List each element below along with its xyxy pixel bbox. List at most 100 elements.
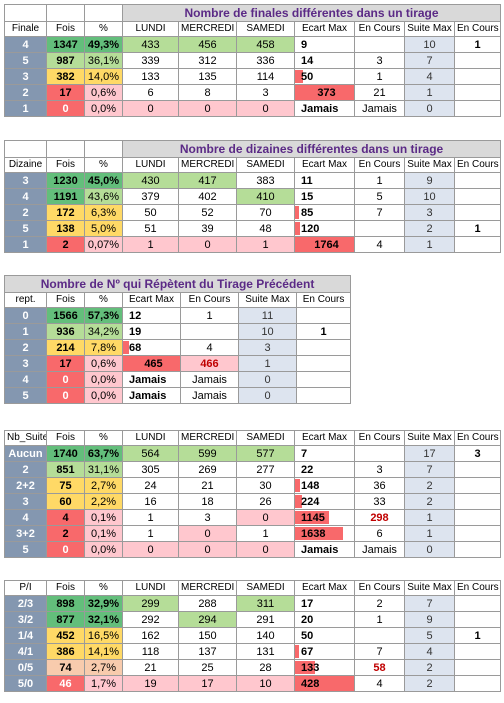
table-row: 0 1566 57,3% 12 1 11 xyxy=(4,307,352,324)
row-label: 3+2 xyxy=(4,525,47,542)
row-label: 4 xyxy=(4,36,47,53)
col-header: Finale xyxy=(4,21,47,37)
col-header: Suite Max xyxy=(404,21,455,37)
en-cours-cell: 36 xyxy=(354,477,405,494)
mercredi-cell: 599 xyxy=(178,445,237,462)
en-cours-suite-cell: 1 xyxy=(453,220,502,237)
ecart-max-cell: 12 xyxy=(122,307,181,324)
fois-cell: 0 xyxy=(46,100,85,117)
col-header: SAMEDI xyxy=(236,157,295,173)
en-cours-suite-cell: 3 xyxy=(454,445,501,462)
suite-max-cell: 0 xyxy=(404,100,455,117)
en-cours-cell: 6 xyxy=(354,525,405,542)
table-row: 5 0 0,0% 0 0 0 Jamais Jamais 0 xyxy=(4,541,501,558)
en-cours-suite-cell xyxy=(454,493,501,510)
lundi-cell: 339 xyxy=(122,52,179,69)
row-label: 4 xyxy=(4,188,47,205)
row-label: 2 xyxy=(4,461,47,478)
suite-max-cell: 2 xyxy=(404,477,455,494)
suite-max-cell: 9 xyxy=(404,172,455,189)
ecart-max-cell: 373 xyxy=(294,84,355,101)
ecart-max-cell: 1145 xyxy=(294,509,355,526)
mercredi-cell: 21 xyxy=(178,477,237,494)
table-finales: Nombre de finales différentes dans un ti… xyxy=(4,4,502,117)
col-header: Nb_Suite xyxy=(4,430,47,446)
row-label: 2 xyxy=(4,339,47,356)
mercredi-cell: 52 xyxy=(178,204,237,221)
en-cours-suite-cell xyxy=(453,204,502,221)
row-label: 1 xyxy=(4,236,47,253)
col-header: P/I xyxy=(4,580,47,596)
ecart-max-cell: 120 xyxy=(294,220,355,237)
table-row: 4 1347 49,3% 433 456 458 9 10 1 xyxy=(4,36,502,53)
samedi-cell: 3 xyxy=(236,84,295,101)
fois-cell: 452 xyxy=(46,627,85,644)
pct-cell: 6,3% xyxy=(84,204,123,221)
col-header: Fois xyxy=(46,21,85,37)
en-cours-suite-cell xyxy=(454,595,501,612)
lundi-cell: 118 xyxy=(122,643,179,660)
en-cours-cell xyxy=(354,627,405,644)
en-cours-cell: 4 xyxy=(354,675,405,692)
ecart-max-cell: 19 xyxy=(122,323,181,340)
col-header: Suite Max xyxy=(238,292,297,308)
ecart-max-cell: 1638 xyxy=(294,525,355,542)
fois-cell: 2 xyxy=(46,236,85,253)
en-cours-cell: 7 xyxy=(354,643,405,660)
lundi-cell: 0 xyxy=(122,100,179,117)
col-header: Ecart Max xyxy=(122,292,181,308)
pct-cell: 14,0% xyxy=(84,68,123,85)
row-label: 2 xyxy=(4,84,47,101)
suite-max-cell: 10 xyxy=(404,36,455,53)
fois-cell: 1347 xyxy=(46,36,85,53)
suite-max-cell: 17 xyxy=(404,445,455,462)
en-cours-cell: Jamais xyxy=(354,541,405,558)
table-repetitions: Nombre de Nº qui Répètent du Tirage Préc… xyxy=(3,275,352,404)
col-header: En Cours xyxy=(354,21,405,37)
samedi-cell: 410 xyxy=(236,188,295,205)
en-cours-cell: Jamais xyxy=(180,371,239,388)
table-row: 3/2 877 32,1% 292 294 291 20 1 9 xyxy=(4,611,501,628)
row-label: 1 xyxy=(4,323,47,340)
fois-cell: 987 xyxy=(46,52,85,69)
row-label: 5 xyxy=(4,541,47,558)
en-cours-cell: 4 xyxy=(354,236,405,253)
suite-max-cell: 1 xyxy=(404,84,455,101)
fois-cell: 60 xyxy=(46,493,85,510)
en-cours-suite-cell xyxy=(454,675,501,692)
en-cours-suite-cell xyxy=(454,477,501,494)
ecart-max-cell: 85 xyxy=(294,204,355,221)
table-row: 1/4 452 16,5% 162 150 140 50 5 1 xyxy=(4,627,501,644)
fois-cell: 877 xyxy=(46,611,85,628)
en-cours-suite-cell xyxy=(295,307,352,324)
fois-cell: 386 xyxy=(46,643,85,660)
samedi-cell: 48 xyxy=(236,220,295,237)
fois-cell: 75 xyxy=(46,477,85,494)
en-cours-suite-cell xyxy=(454,611,501,628)
en-cours-suite-cell xyxy=(454,643,501,660)
fois-cell: 898 xyxy=(46,595,85,612)
table-row: 2/3 898 32,9% 299 288 311 17 2 7 xyxy=(4,595,501,612)
ecart-max-cell: Jamais xyxy=(294,100,355,117)
mercredi-cell: 402 xyxy=(178,188,237,205)
table-row: 1 936 34,2% 19 10 1 xyxy=(4,323,352,340)
row-label: 3 xyxy=(4,172,47,189)
lundi-cell: 24 xyxy=(122,477,179,494)
table-row: Aucun 1740 63,7% 564 599 577 7 17 3 xyxy=(4,445,501,462)
samedi-cell: 277 xyxy=(236,461,295,478)
en-cours-cell xyxy=(354,445,405,462)
col-header: Suite Max xyxy=(404,430,455,446)
lundi-cell: 292 xyxy=(122,611,179,628)
pct-cell: 57,3% xyxy=(84,307,123,324)
mercredi-cell: 312 xyxy=(178,52,237,69)
suite-max-cell: 9 xyxy=(404,611,455,628)
table-row: 5/0 46 1,7% 19 17 10 428 4 2 xyxy=(4,675,501,692)
suite-max-cell: 2 xyxy=(404,675,455,692)
mercredi-cell: 0 xyxy=(178,525,237,542)
pct-cell: 0,1% xyxy=(84,525,123,542)
fois-cell: 851 xyxy=(46,461,85,478)
col-header: SAMEDI xyxy=(236,430,295,446)
lundi-cell: 6 xyxy=(122,84,179,101)
en-cours-cell: 1 xyxy=(354,172,405,189)
pct-cell: 34,2% xyxy=(84,323,123,340)
